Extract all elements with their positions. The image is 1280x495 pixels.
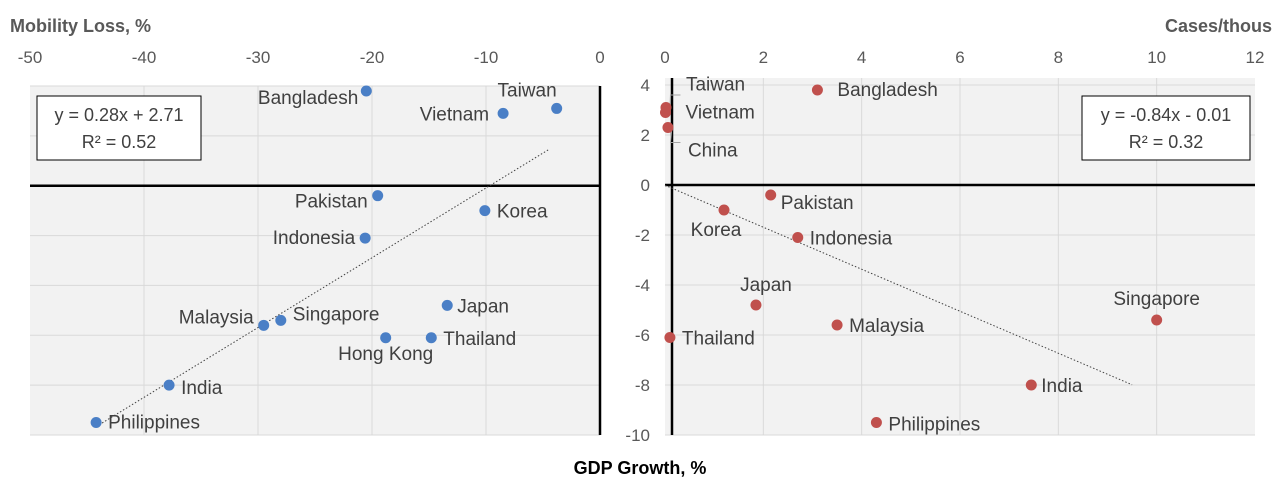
point-label: Singapore <box>293 304 380 325</box>
point-label: Korea <box>497 202 548 223</box>
x-tick-label: 6 <box>955 48 964 67</box>
data-point <box>425 332 437 344</box>
point-label: Bangladesh <box>258 88 358 109</box>
equation-box <box>36 95 202 161</box>
point-label: Malaysia <box>179 307 254 328</box>
x-tick-label: 10 <box>1147 48 1166 67</box>
x-tick-label: -50 <box>18 48 43 67</box>
point-label: Vietnam <box>685 103 754 124</box>
point-label: Indonesia <box>810 229 893 250</box>
data-point <box>479 205 491 217</box>
r-squared-text: R² = 0.32 <box>1129 132 1204 152</box>
point-label: Vietnam <box>420 104 489 125</box>
data-point <box>831 319 843 331</box>
data-point <box>662 122 674 133</box>
data-point <box>1025 379 1037 391</box>
point-label: Japan <box>740 275 792 296</box>
data-point <box>360 85 372 97</box>
point-label: Thailand <box>682 329 755 350</box>
data-point <box>258 319 270 331</box>
equation-text: y = 0.28x + 2.71 <box>54 105 183 125</box>
equation-text: y = -0.84x - 0.01 <box>1101 105 1232 125</box>
data-point <box>718 204 730 216</box>
data-point <box>664 332 676 343</box>
y-tick-label: -10 <box>625 426 650 445</box>
y-tick-label: -6 <box>635 326 650 345</box>
equation-box <box>1081 95 1251 161</box>
point-label: Hong Kong <box>338 344 433 365</box>
point-label: Philippines <box>888 415 980 436</box>
point-label: Japan <box>457 296 509 317</box>
x-tick-label: 2 <box>759 48 768 67</box>
leader-line <box>669 94 681 108</box>
x-tick-label: 0 <box>595 48 604 67</box>
trendline <box>664 184 1133 386</box>
point-label: India <box>1041 376 1083 397</box>
y-tick-label: -2 <box>635 226 650 245</box>
data-point <box>275 314 287 326</box>
y-tick-label: 0 <box>641 176 650 195</box>
x-tick-label: -10 <box>474 48 499 67</box>
point-label: Pakistan <box>295 192 368 213</box>
data-point <box>497 107 509 119</box>
data-point <box>659 107 671 118</box>
point-label: Korea <box>691 220 742 241</box>
point-label: Pakistan <box>781 193 854 214</box>
data-point <box>372 190 384 202</box>
data-point <box>1151 314 1163 326</box>
point-label: Singapore <box>1113 289 1200 310</box>
point-label: India <box>181 378 223 399</box>
data-point <box>765 189 777 201</box>
point-label: Bangladesh <box>837 80 937 101</box>
x-tick-label: -30 <box>246 48 271 67</box>
y-tick-label: 2 <box>641 126 650 145</box>
x-axis-title: Mobility Loss, % <box>10 16 151 36</box>
y-tick-label: -8 <box>635 376 650 395</box>
y-tick-label: 4 <box>641 76 650 95</box>
x-tick-label: 12 <box>1246 48 1265 67</box>
data-point <box>90 417 102 429</box>
point-label: Philippines <box>108 413 200 434</box>
x-tick-label: 8 <box>1054 48 1063 67</box>
point-label: Thailand <box>443 329 516 350</box>
data-point <box>163 379 175 391</box>
shared-axis-title: GDP Growth, % <box>574 458 707 478</box>
data-point <box>380 332 392 344</box>
y-tick-label: -4 <box>635 276 650 295</box>
x-tick-label: 0 <box>660 48 669 67</box>
point-label: Malaysia <box>849 316 924 337</box>
data-point <box>359 232 371 244</box>
x-axis-title: Cases/thous <box>1165 16 1272 36</box>
x-tick-label: -40 <box>132 48 157 67</box>
x-tick-label: 4 <box>857 48 866 67</box>
data-point <box>811 84 823 96</box>
data-point <box>870 417 882 428</box>
data-point <box>792 232 804 243</box>
data-point <box>750 299 762 311</box>
data-point <box>551 102 563 114</box>
point-label: Taiwan <box>498 80 557 101</box>
point-label: China <box>688 141 738 162</box>
r-squared-text: R² = 0.52 <box>82 132 157 152</box>
x-tick-label: -20 <box>360 48 385 67</box>
point-label: Taiwan <box>686 75 745 96</box>
data-point <box>441 299 453 311</box>
leader-line <box>669 127 681 143</box>
point-label: Indonesia <box>273 228 356 249</box>
